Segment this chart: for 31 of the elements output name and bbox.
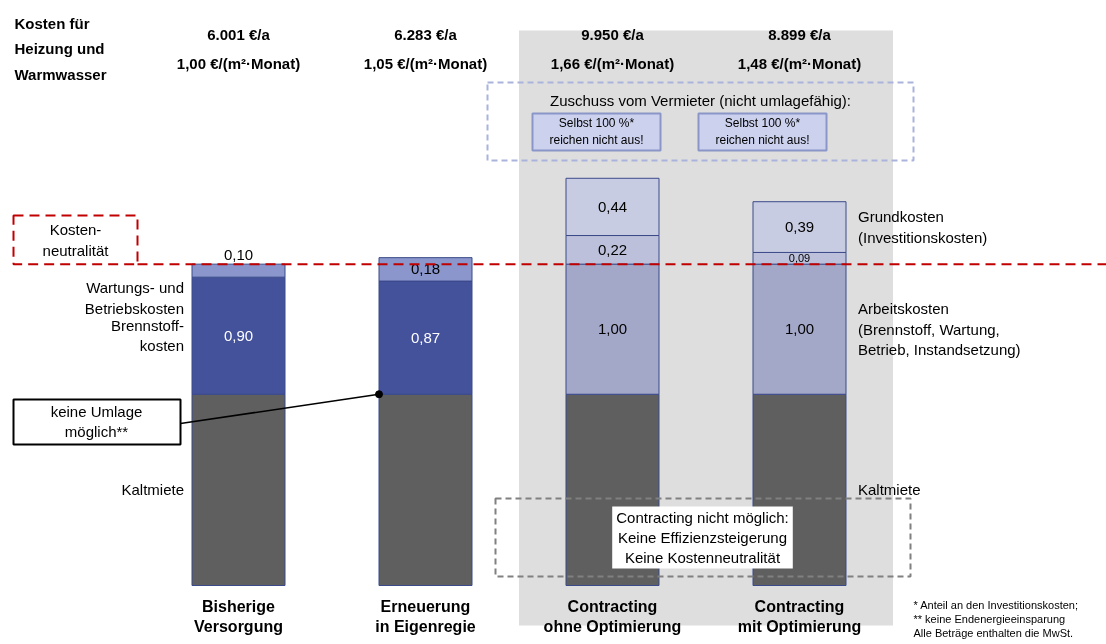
series-label: Wartungs- und Betriebskosten: [84, 279, 185, 317]
series-label: Grundkosten (Investitionskosten): [858, 208, 988, 246]
data-label: 0,39: [784, 218, 815, 236]
series-label: Arbeitskosten (Brennstoff, Wartung, Betrieb, Instandsetzung): [858, 300, 1021, 359]
data-label: 1,00: [597, 320, 628, 338]
text: 9.950 €/a 1,66 €/(m²·Monat): [550, 25, 675, 73]
text: 8.899 €/a 1,48 €/(m²·Monat): [737, 25, 862, 73]
data-label: 0,09: [788, 252, 811, 265]
data-label: 0,87: [410, 328, 441, 346]
text: Kosten für Heizung und Warmwasser: [14, 14, 107, 83]
x-tick-label: Contracting mit Optimierung: [737, 597, 862, 635]
text: 6.001 €/a 1,00 €/(m²·Monat): [176, 25, 301, 73]
text: Zuschuss vom Vermieter (nicht umlagefähig):: [550, 92, 851, 109]
x-tick-label: Bisherige Versorgung: [194, 597, 283, 635]
data-label: 0,10: [223, 246, 254, 264]
text: 6.283 €/a 1,05 €/(m²·Monat): [363, 25, 488, 73]
text: keine Umlage möglich**: [50, 402, 143, 441]
text: Selbst 100 %* reichen nicht aus!: [715, 116, 810, 147]
x-tick-label: Erneuerung in Eigenregie: [375, 597, 476, 635]
ref-line-label: Kosten- neutralität: [42, 221, 110, 259]
annotation: Contracting nicht möglich: Keine Effizienzsteigerung Keine Kostenneutralität: [616, 508, 789, 567]
data-label: 0,44: [597, 197, 628, 215]
x-tick-label: Contracting ohne Optimierung: [543, 597, 682, 635]
text: * Anteil an den Investitionskosten; ** keine Endenergieeinsparung Alle Beträge enthalten die MwSt.: [913, 598, 1078, 640]
data-label: 0,22: [597, 240, 628, 258]
series-label: Kaltmiete: [121, 481, 184, 499]
data-label: 0,90: [223, 326, 254, 344]
text: Selbst 100 %* reichen nicht aus!: [549, 116, 644, 147]
series-label: Brennstoff- kosten: [110, 317, 185, 355]
text: Kaltmiete: [858, 481, 921, 499]
data-label: 1,00: [784, 320, 815, 338]
